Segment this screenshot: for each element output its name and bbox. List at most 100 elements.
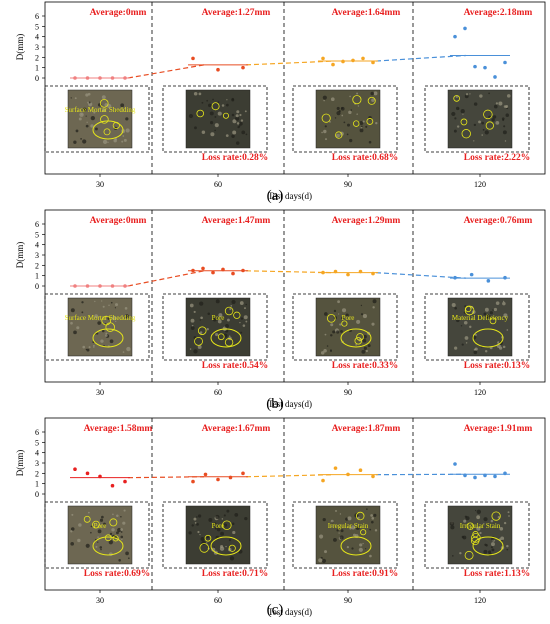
specimen-texture [334, 117, 337, 119]
specimen-texture [189, 348, 192, 350]
y-axis-label: D(mm) [15, 242, 25, 269]
defect-marker [360, 529, 367, 536]
specimen-texture [235, 116, 240, 121]
y-tick-label: 2 [35, 53, 39, 62]
data-point-60 [191, 479, 195, 484]
specimen-texture [121, 140, 124, 143]
y-tick-label: 0 [35, 490, 39, 499]
specimen-texture [70, 308, 75, 313]
specimen-texture [109, 339, 114, 344]
data-point-90 [371, 474, 375, 479]
specimen-texture [464, 336, 469, 340]
specimen-texture [502, 345, 506, 349]
specimen-texture [78, 117, 82, 121]
defect-marker [83, 515, 91, 523]
x-axis-label: Test days(d) [268, 399, 312, 409]
specimen-texture [114, 137, 118, 141]
specimen-texture [215, 299, 220, 304]
specimen-texture [238, 121, 243, 126]
specimen-texture [484, 350, 488, 353]
specimen-texture [234, 513, 239, 517]
specimen-texture [365, 349, 368, 353]
defect-marker [100, 115, 109, 124]
defect-marker [194, 336, 203, 346]
specimen-texture [244, 516, 248, 521]
loss-rate-label-120: Loss rate:2.22% [464, 153, 531, 163]
specimen-texture [322, 95, 327, 100]
specimen-texture [341, 308, 347, 313]
specimen-texture [359, 120, 364, 125]
loss-rate-label-30: Loss rate:0.69% [84, 569, 151, 579]
y-tick-label: 0 [35, 282, 39, 291]
data-point-30 [85, 284, 90, 288]
specimen-texture [190, 318, 195, 323]
x-tick-label: 120 [474, 388, 486, 397]
loss-rate-label-60: Loss rate:0.71% [202, 569, 269, 579]
specimen-texture [115, 303, 119, 307]
specimen-texture [483, 312, 487, 316]
specimen-texture [102, 108, 106, 112]
specimen-texture [363, 346, 367, 350]
y-tick-label: 3 [35, 251, 39, 260]
specimen-texture [368, 140, 372, 144]
specimen-texture [191, 324, 194, 327]
specimen-texture [214, 527, 217, 530]
y-tick-label: 5 [35, 438, 39, 447]
specimen-photo-60 [185, 297, 251, 357]
specimen-texture [194, 522, 197, 524]
specimen-texture [358, 547, 363, 552]
specimen-photo-90 [315, 297, 381, 357]
x-tick-label: 90 [344, 596, 352, 605]
specimen-texture [505, 113, 510, 117]
specimen-texture [217, 319, 222, 324]
data-point-120 [503, 60, 507, 65]
specimen-texture [373, 91, 378, 96]
specimen-texture [452, 555, 454, 557]
specimen-texture [90, 525, 93, 528]
specimen-texture [473, 123, 477, 127]
specimen-texture [229, 307, 232, 311]
specimen-texture [507, 511, 510, 514]
specimen-texture [126, 346, 131, 352]
defect-marker [356, 511, 365, 521]
specimen-texture [94, 314, 99, 319]
specimen-texture [228, 335, 231, 337]
specimen-texture [451, 111, 456, 117]
specimen-texture [231, 522, 235, 525]
data-point-30 [98, 474, 102, 479]
y-tick-label: 6 [35, 428, 39, 437]
specimen-texture [506, 548, 509, 551]
photo-frame-120 [424, 85, 530, 153]
specimen-texture [99, 546, 103, 549]
specimen-texture [375, 121, 378, 125]
data-point-60 [191, 268, 195, 273]
data-point-90 [321, 270, 325, 275]
specimen-texture [70, 97, 72, 99]
specimen-texture [212, 98, 214, 101]
data-point-30 [110, 284, 115, 288]
specimen-texture [105, 334, 108, 337]
specimen-texture [362, 338, 367, 343]
defect-marker [483, 109, 493, 120]
specimen-texture [102, 305, 105, 308]
specimen-texture [320, 351, 325, 355]
specimen-texture [349, 527, 352, 530]
trend-line [245, 60, 335, 66]
data-point-90 [331, 62, 335, 67]
average-label-60: Average:1.47mm [202, 216, 271, 226]
specimen-texture [240, 331, 243, 334]
specimen-texture [493, 104, 498, 109]
data-point-90 [333, 269, 338, 274]
specimen-texture [454, 117, 457, 120]
specimen-texture [324, 125, 327, 128]
specimen-texture [230, 305, 233, 307]
photo-frame-30 [44, 85, 150, 153]
specimen-texture [370, 514, 373, 517]
data-point-90 [321, 478, 325, 483]
specimen-texture [110, 301, 113, 304]
data-point-90 [371, 271, 375, 276]
specimen-texture [469, 325, 472, 329]
data-point-60 [216, 67, 220, 72]
specimen-texture [244, 307, 246, 310]
specimen-texture [127, 557, 130, 560]
